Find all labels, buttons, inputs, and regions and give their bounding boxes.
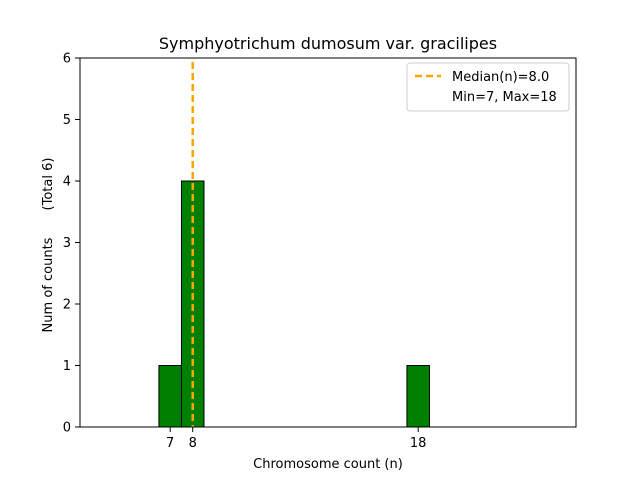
y-tick-label-4: 4 (63, 175, 71, 190)
x-axis-ticks: 7 8 18 (166, 427, 426, 451)
y-tick-label-2: 2 (63, 298, 71, 313)
x-tick-label-8: 8 (189, 436, 197, 451)
x-tick-label-7: 7 (166, 436, 174, 451)
chart-title: Symphyotrichum dumosum var. gracilipes (159, 34, 497, 53)
y-tick-label-5: 5 (63, 113, 71, 128)
legend-entry-median: Median(n)=8.0 (452, 70, 549, 85)
y-tick-label-0: 0 (63, 421, 71, 436)
x-tick-label-18: 18 (410, 436, 427, 451)
y-axis-total-note: (Total 6) (41, 158, 56, 211)
legend-entry-min-max: Min=7, Max=18 (452, 90, 557, 105)
legend-box (406, 62, 570, 112)
y-tick-label-6: 6 (63, 52, 71, 67)
y-tick-label-1: 1 (63, 359, 71, 374)
bar-n-18 (406, 365, 430, 428)
y-axis-ticks: 0 1 2 3 4 5 6 (63, 52, 80, 436)
bar-n-7 (158, 365, 182, 428)
legend: Median(n)=8.0 Min=7, Max=18 (406, 62, 570, 112)
x-axis-label: Chromosome count (n) (253, 457, 403, 472)
y-tick-label-3: 3 (63, 236, 71, 251)
y-axis-label: Num of counts (41, 237, 56, 332)
